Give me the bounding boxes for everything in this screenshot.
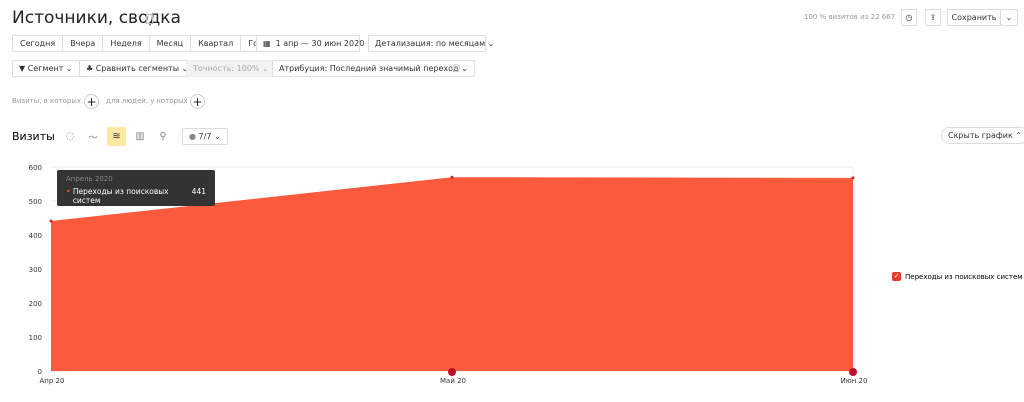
detail-dropdown[interactable]: Детализация: по месяцам ⌄ xyxy=(368,35,494,52)
people-filter-label: для людей, у которых xyxy=(106,97,188,105)
y-tick-label: 200 xyxy=(29,300,42,308)
data-point xyxy=(49,219,53,223)
y-tick-label: 100 xyxy=(29,334,42,342)
legend-item[interactable]: ✓ Переходы из поисковых систем xyxy=(892,272,1023,281)
tooltip-value: 441 xyxy=(191,187,206,196)
detail-label: Детализация: по месяцам xyxy=(375,39,486,48)
accuracy-label: Точность: 100% xyxy=(193,64,260,73)
info-icon[interactable] xyxy=(452,64,460,72)
pie-chart-icon[interactable]: ◌ xyxy=(65,130,75,142)
map-pin-icon[interactable]: ⚲ xyxy=(159,130,167,142)
bookmark-icon[interactable] xyxy=(146,14,153,24)
y-tick-label: 0 xyxy=(38,368,42,376)
segment-dropdown[interactable]: ▼ Сегмент ⌄ xyxy=(12,60,80,77)
compare-label: Сравнить сегменты xyxy=(95,64,180,73)
page-title: Источники, сводка xyxy=(12,8,181,28)
compare-icon: ♣ xyxy=(86,64,94,73)
period-today[interactable]: Сегодня xyxy=(13,36,64,51)
export-button[interactable]: ⇪ xyxy=(925,9,941,26)
add-people-filter-button[interactable]: + xyxy=(190,94,205,109)
annotations-counter: 7/7 xyxy=(198,132,212,141)
compare-segments-dropdown[interactable]: ♣ Сравнить сегменты ⌄ xyxy=(79,60,196,77)
filter-icon: ▼ xyxy=(19,64,26,73)
date-range-button[interactable]: ▦ 1 апр — 30 июн 2020 xyxy=(256,35,364,52)
segment-label: Сегмент xyxy=(27,64,64,73)
period-year[interactable]: Год xyxy=(241,36,270,51)
stacked-area-icon[interactable]: ≋ xyxy=(107,127,126,146)
save-button[interactable]: Сохранить xyxy=(947,9,1001,26)
accuracy-dropdown[interactable]: Точность: 100% ⌄ xyxy=(186,60,276,77)
bar-chart-icon[interactable]: ▥ xyxy=(135,130,145,142)
y-tick-label: 300 xyxy=(29,266,42,274)
y-tick-label: 400 xyxy=(29,232,42,240)
annotation-marker xyxy=(448,368,456,376)
tooltip-period: Апрель 2020 xyxy=(66,175,113,183)
history-button[interactable]: ◷ xyxy=(901,9,917,26)
attribution-label: Атрибуция: Последний значимый переход xyxy=(279,64,459,73)
chart-title: Визиты xyxy=(12,130,55,143)
date-range-label: 1 апр — 30 июн 2020 xyxy=(275,39,365,48)
annotation-marker xyxy=(849,368,857,376)
area-series xyxy=(51,177,853,371)
visits-share: 100 % визитов из 22 667 xyxy=(804,13,896,21)
x-tick-label: Май 20 xyxy=(440,377,466,385)
comment-icon: ● xyxy=(189,132,196,141)
period-week[interactable]: Неделя xyxy=(103,36,150,51)
hide-chart-label: Скрыть график xyxy=(948,131,1013,140)
line-chart-icon[interactable]: 〜 xyxy=(88,132,98,144)
attribution-dropdown[interactable]: Атрибуция: Последний значимый переход ⌄ xyxy=(272,60,475,77)
area-chart: 0 100 200 300 400 500 600 Апр 20 Май 20 Июн 20 xyxy=(29,164,868,385)
x-tick-label: Апр 20 xyxy=(40,377,65,385)
x-tick-label: Июн 20 xyxy=(841,377,868,385)
period-yesterday[interactable]: Вчера xyxy=(63,36,104,51)
visits-filter-label: Визиты, в которых xyxy=(12,97,82,105)
hide-chart-button[interactable]: Скрыть график ⌃ xyxy=(941,127,1024,144)
legend-label: Переходы из поисковых систем xyxy=(905,272,1023,281)
y-tick-label: 500 xyxy=(29,198,42,206)
annotations-dropdown[interactable]: ● 7/7 ⌄ xyxy=(182,128,228,145)
tooltip-series: Переходы из поисковых систем xyxy=(72,187,169,205)
data-point xyxy=(450,175,454,179)
legend-checkbox[interactable]: ✓ xyxy=(892,272,901,281)
period-quarter[interactable]: Квартал xyxy=(191,36,242,51)
y-tick-label: 600 xyxy=(29,164,42,172)
calendar-icon: ▦ xyxy=(263,39,271,48)
data-point xyxy=(851,176,855,180)
period-month[interactable]: Месяц xyxy=(150,36,192,51)
tooltip: Апрель 2020 • Переходы из поисковых сист… xyxy=(57,170,215,206)
period-selector: Сегодня Вчера Неделя Месяц Квартал Год xyxy=(12,35,272,52)
add-visits-filter-button[interactable]: + xyxy=(84,94,99,109)
save-dropdown[interactable]: ⌄ xyxy=(1000,9,1018,26)
